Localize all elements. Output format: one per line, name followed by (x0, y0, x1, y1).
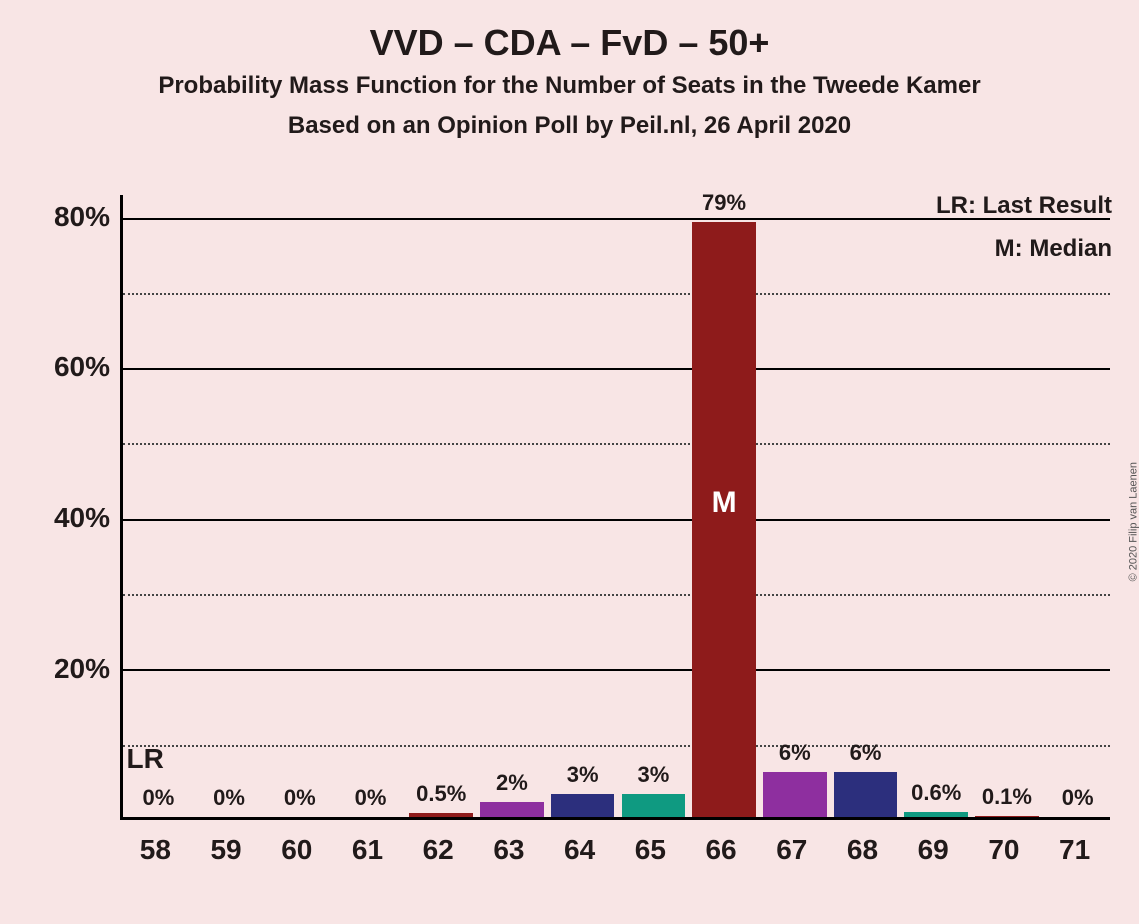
median-marker: M (692, 486, 756, 520)
bar-value-label: 79% (686, 190, 762, 216)
bar (692, 222, 756, 817)
chart-subtitle-1: Probability Mass Function for the Number… (0, 72, 1139, 100)
bar (975, 816, 1039, 817)
y-tick-label: 60% (10, 351, 110, 383)
x-tick-label: 58 (120, 834, 191, 866)
bar-value-label: 3% (616, 762, 692, 788)
gridline-minor (123, 443, 1110, 445)
bar (480, 802, 544, 817)
bar-value-label: 3% (545, 762, 621, 788)
x-tick-label: 70 (969, 834, 1040, 866)
bar-value-label: 2% (474, 770, 550, 796)
y-tick-label: 40% (10, 502, 110, 534)
gridline-minor (123, 594, 1110, 596)
bar (834, 772, 898, 817)
gridline-major (123, 368, 1110, 370)
bar (763, 772, 827, 817)
bar-value-label: 0% (1040, 785, 1116, 811)
chart-subtitle-2: Based on an Opinion Poll by Peil.nl, 26 … (0, 112, 1139, 140)
bar-value-label: 6% (757, 740, 833, 766)
bar-value-label: 0.1% (969, 784, 1045, 810)
x-tick-label: 69 (898, 834, 969, 866)
x-tick-label: 64 (544, 834, 615, 866)
x-tick-label: 68 (827, 834, 898, 866)
x-tick-label: 63 (474, 834, 545, 866)
x-tick-label: 59 (191, 834, 262, 866)
bar (622, 794, 686, 817)
x-tick-label: 65 (615, 834, 686, 866)
bar-value-label: 0.5% (403, 781, 479, 807)
bar (409, 813, 473, 817)
x-tick-label: 71 (1039, 834, 1110, 866)
bar-value-label: 0% (333, 785, 409, 811)
bar (551, 794, 615, 817)
gridline-minor (123, 293, 1110, 295)
bar-value-label: 0% (121, 785, 197, 811)
chart-title: VVD – CDA – FvD – 50+ (0, 22, 1139, 64)
chart-container: VVD – CDA – FvD – 50+ Probability Mass F… (0, 0, 1139, 924)
bar-value-label: 6% (828, 740, 904, 766)
bar-value-label: 0.6% (898, 780, 974, 806)
gridline-major (123, 218, 1110, 220)
bar-value-label: 0% (262, 785, 338, 811)
x-tick-label: 61 (332, 834, 403, 866)
gridline-minor (123, 745, 1110, 747)
gridline-major (123, 669, 1110, 671)
bar (904, 812, 968, 817)
x-tick-label: 67 (756, 834, 827, 866)
gridline-major (123, 519, 1110, 521)
copyright-text: © 2020 Filip van Laenen (1127, 462, 1139, 581)
bar-value-label: 0% (191, 785, 267, 811)
y-tick-label: 20% (10, 653, 110, 685)
x-tick-label: 60 (261, 834, 332, 866)
x-tick-label: 62 (403, 834, 474, 866)
lr-marker: LR (127, 743, 164, 775)
plot-area: 0%LR0%0%0%0.5%2%3%3%79%M6%6%0.6%0.1%0% (120, 195, 1110, 820)
y-tick-label: 80% (10, 201, 110, 233)
x-tick-label: 66 (686, 834, 757, 866)
